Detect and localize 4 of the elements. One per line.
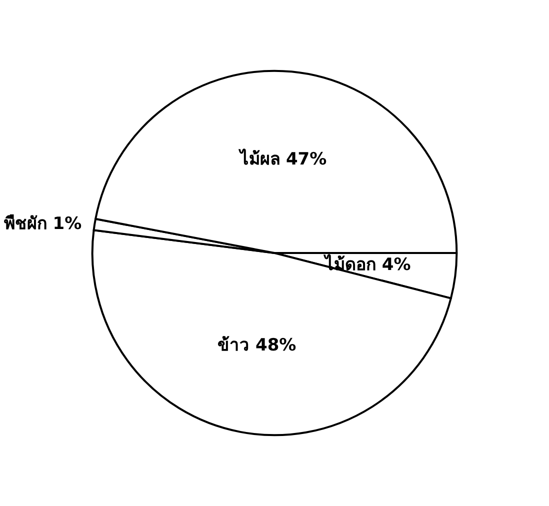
slice-label: ไม้ผล 47% — [238, 148, 327, 170]
slice-label: พืชผัก 1% — [4, 212, 82, 234]
slice-label: ข้าว 48% — [218, 335, 296, 356]
slice-label: ไม้ดอก 4% — [322, 254, 411, 275]
